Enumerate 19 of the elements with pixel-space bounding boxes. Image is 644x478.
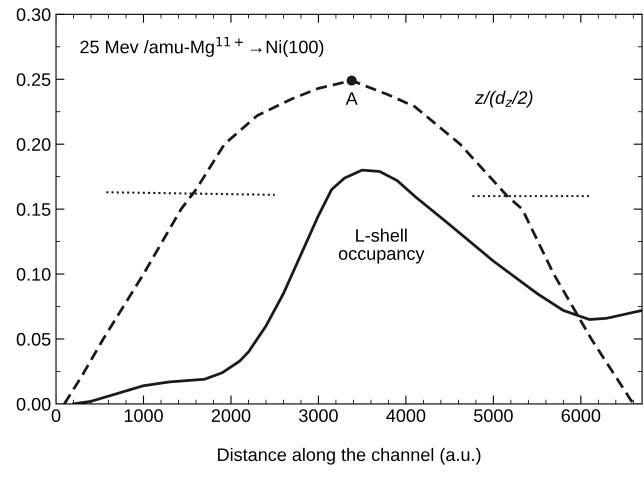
x-tick-label: 4000 [386,409,426,422]
y-tick-label: 0.00 [16,398,50,411]
x-tick-label: 0 [52,409,60,422]
y-tick-label: 0.20 [16,138,50,151]
x-tick-label: 1000 [124,409,163,422]
annotation: L-shell occupancy [338,228,424,264]
x-tick-label: 3000 [299,409,338,422]
x-tick-label: 5000 [474,409,513,422]
y-tick-label: 0.25 [16,73,50,86]
x-tick-label: 2000 [212,409,250,422]
annotation: 25 Mev /amu-Mg$^{11+}$→Ni(100) [80,37,324,57]
y-tick-label: 0.15 [16,203,50,216]
x-tick-label: 6000 [562,409,600,422]
x-axis-title: Distance along the channel (a.u.) [218,448,480,465]
annotation: A [346,92,358,105]
y-tick-label: 0.05 [16,332,50,346]
annotation: z/(d$_{z}$/2) [474,90,532,108]
y-tick-label: 0.30 [16,8,50,22]
y-tick-label: 0.10 [16,268,50,281]
